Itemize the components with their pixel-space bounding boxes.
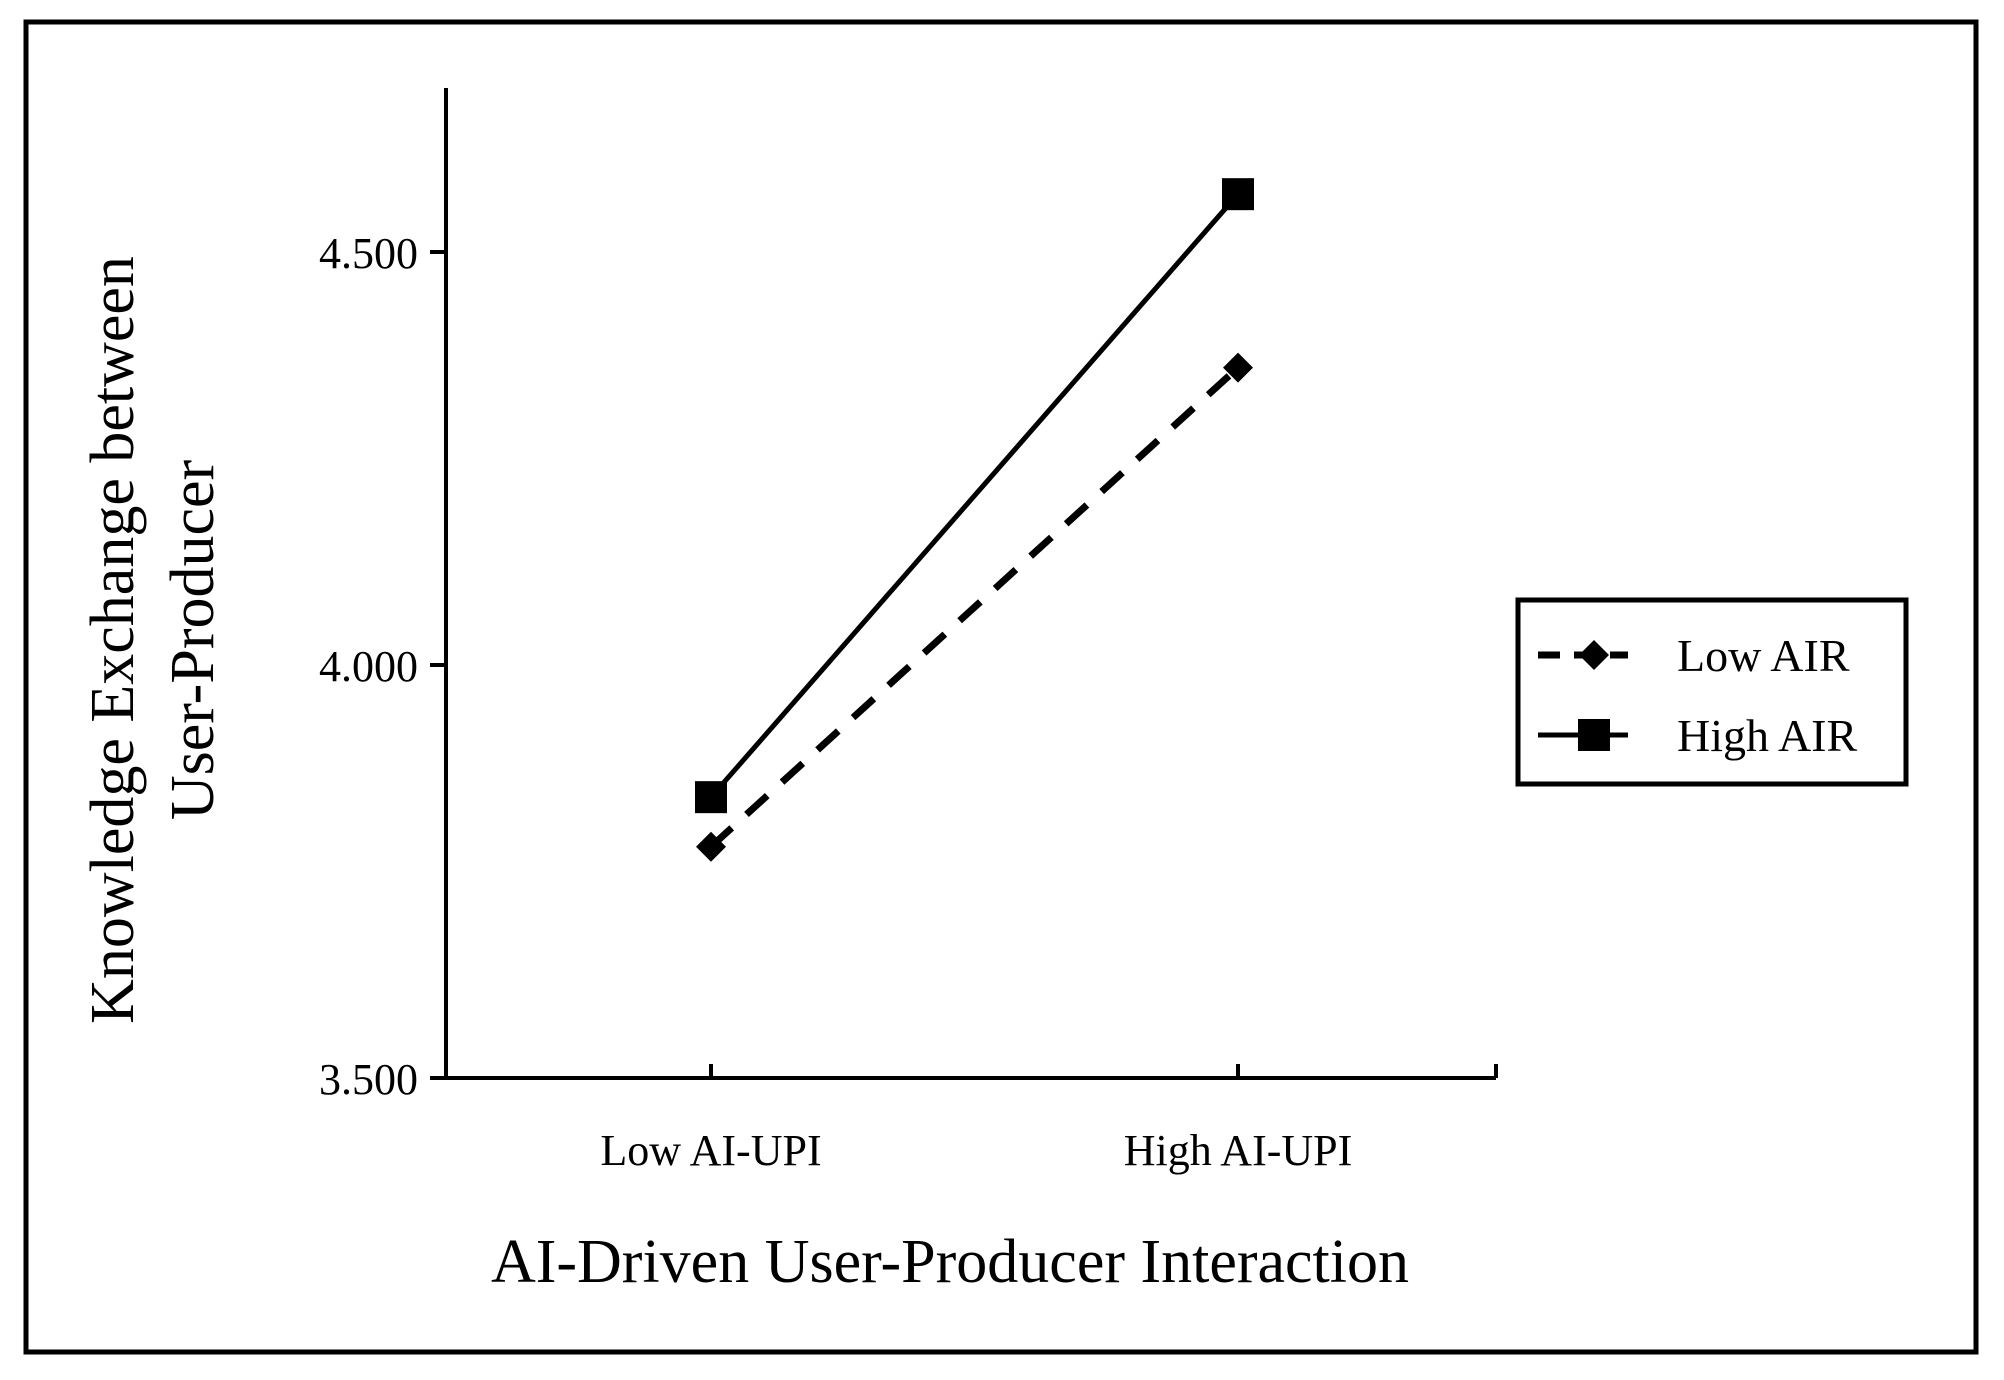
legend-marker [1578,719,1610,751]
legend-box [1515,597,1909,787]
x-axis-title: AI-Driven User-Producer Interaction [491,1228,1409,1296]
legend-item: High AIR [1538,710,1858,761]
y-tick-label: 4.500 [319,229,418,278]
y-axis-ticks: 3.500 4.000 4.500 [319,229,446,1104]
legend-marker [1579,640,1609,670]
series-high-air [695,178,1254,814]
x-axis-ticks: Low AI-UPI High AI-UPI [600,1064,1498,1175]
legend-label: High AIR [1677,710,1858,761]
legend-label: Low AIR [1677,630,1850,681]
data-point-marker [696,831,726,862]
data-point-marker [1223,352,1253,383]
series-layer [695,178,1254,862]
series-line [709,192,1240,799]
legend-item: Low AIR [1538,630,1850,681]
legend-items: Low AIR High AIR [1538,630,1858,761]
data-point-marker [695,781,727,814]
x-tick-label: Low AI-UPI [600,1126,821,1175]
y-tick-label: 4.000 [319,642,418,691]
y-axis-title-line-1: Knowledge Exchange between [79,256,147,1024]
y-axis-title-line-2: User-Producer [159,460,227,821]
data-point-marker [1222,178,1254,211]
y-tick-label: 3.500 [319,1055,418,1104]
series-line [708,365,1241,850]
x-tick-label: High AI-UPI [1124,1126,1353,1175]
y-axis-title: Knowledge Exchange between User-Producer [79,256,227,1024]
series-low-air [696,352,1253,862]
plot-area: 3.500 4.000 4.500 Low AI-UPI High AI-UPI [319,88,1498,1175]
legend: Low AIR High AIR [1515,597,1909,787]
